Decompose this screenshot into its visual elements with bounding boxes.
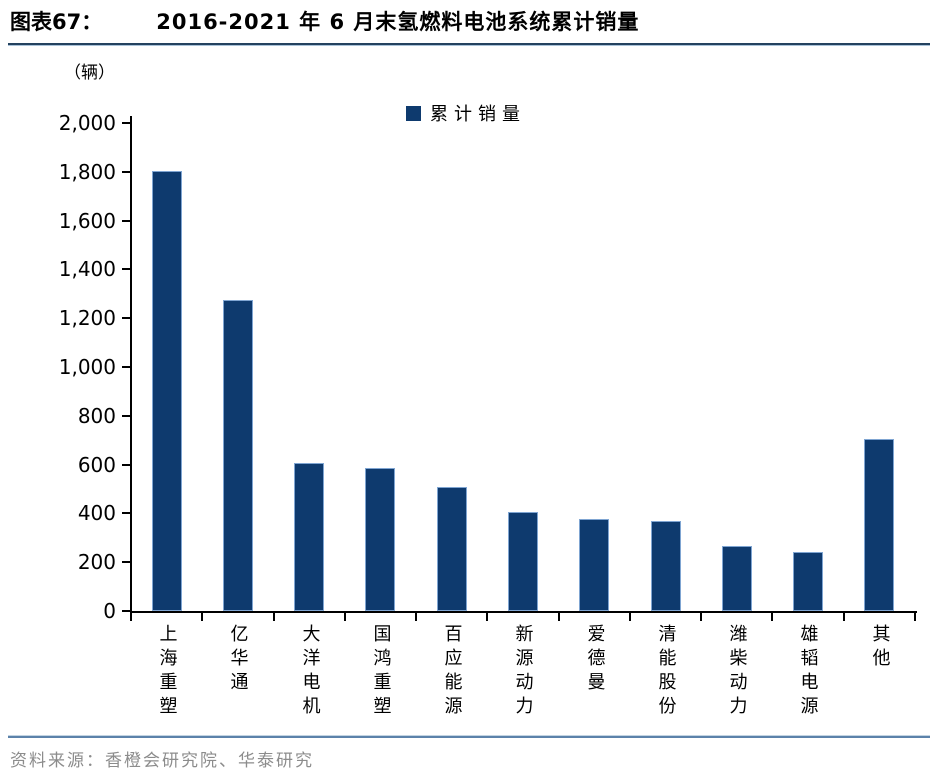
bar-其他 <box>864 439 894 611</box>
y-axis-tick <box>122 512 131 515</box>
x-axis-tick <box>557 613 560 621</box>
bar-新源动力 <box>508 512 538 611</box>
figure-title: 2016-2021 年 6 月末氢燃料电池系统累计销量 <box>156 10 640 34</box>
category-label-text: 潍柴动力 <box>726 624 748 720</box>
legend-swatch-icon <box>406 105 421 121</box>
x-axis-line <box>130 611 917 613</box>
x-axis-tick <box>201 613 204 621</box>
y-axis-tick <box>122 414 131 417</box>
category-label: 大洋电机 <box>274 624 345 720</box>
category-label-text: 雄韬电源 <box>797 624 819 720</box>
y-axis-tick <box>122 170 131 173</box>
bar-清能股份 <box>651 521 681 611</box>
y-axis-tick-label: 1,000 <box>58 355 116 379</box>
category-label-text: 百应能源 <box>441 624 463 720</box>
y-axis-tick <box>122 463 131 466</box>
bar-雄韬电源 <box>793 552 823 611</box>
y-axis-tick <box>122 219 131 222</box>
category-label: 潍柴动力 <box>701 624 772 720</box>
x-axis-tick <box>272 613 275 621</box>
source-attribution: 资料来源：香橙会研究院、华泰研究 <box>10 751 314 771</box>
bar-大洋电机 <box>294 463 324 611</box>
x-axis-tick <box>842 613 845 621</box>
y-axis-tick-label: 1,400 <box>58 257 116 282</box>
category-label-text: 爱德曼 <box>584 624 606 696</box>
x-axis-tick <box>415 613 418 621</box>
category-label: 上海重塑 <box>131 624 202 720</box>
category-label-text: 其他 <box>869 624 891 672</box>
x-axis-tick <box>771 613 774 621</box>
y-axis-tick <box>122 610 131 612</box>
category-label-text: 新源动力 <box>512 624 534 720</box>
bar-潍柴动力 <box>722 546 752 611</box>
legend-series-label: 累计销量 <box>430 104 526 125</box>
figure-number-label: 图表67： <box>10 10 103 34</box>
y-axis-tick-label: 1,600 <box>58 208 116 233</box>
category-label: 清能股份 <box>630 624 701 720</box>
x-axis-tick <box>486 613 489 621</box>
y-axis-tick-label: 800 <box>77 403 116 428</box>
category-label: 亿华通 <box>202 624 273 696</box>
category-label: 国鸿重塑 <box>345 624 416 720</box>
category-label: 新源动力 <box>487 624 558 720</box>
footer-divider-rule <box>8 735 930 738</box>
x-axis-tick <box>343 613 346 621</box>
bar-国鸿重塑 <box>365 468 395 611</box>
legend: 累计销量 <box>406 100 526 126</box>
y-axis-tick-label: 1,800 <box>58 159 116 184</box>
x-axis-tick <box>700 613 703 621</box>
category-label: 其他 <box>844 624 915 672</box>
x-axis-tick <box>628 613 631 621</box>
y-axis-tick <box>122 366 131 368</box>
y-axis-unit-label: （辆） <box>64 63 115 83</box>
category-label-text: 国鸿重塑 <box>370 624 392 720</box>
y-axis-tick <box>122 561 131 564</box>
y-axis-tick <box>122 317 131 320</box>
x-axis-tick <box>914 613 916 621</box>
y-axis-tick-label: 400 <box>77 501 116 526</box>
bar-亿华通 <box>223 300 253 611</box>
category-label: 爱德曼 <box>559 624 630 696</box>
y-axis-tick-label: 2,000 <box>58 111 116 135</box>
y-axis-tick-label: 1,200 <box>58 306 116 331</box>
x-axis-tick <box>130 613 132 621</box>
category-label-text: 大洋电机 <box>299 624 321 720</box>
y-axis-tick-label: 200 <box>77 550 116 575</box>
category-label-text: 清能股份 <box>655 624 677 720</box>
category-label-text: 上海重塑 <box>156 624 178 720</box>
category-label: 百应能源 <box>416 624 487 720</box>
category-label: 雄韬电源 <box>772 624 843 720</box>
y-axis-line <box>130 116 132 613</box>
title-divider-rule <box>8 43 930 46</box>
bar-百应能源 <box>437 487 467 611</box>
y-axis-tick <box>122 122 131 124</box>
figure-header: 图表67： 2016-2021 年 6 月末氢燃料电池系统累计销量 <box>10 6 930 36</box>
category-label-text: 亿华通 <box>227 624 249 696</box>
y-axis-tick <box>122 268 131 271</box>
y-axis-tick-label: 600 <box>77 452 116 477</box>
bar-上海重塑 <box>152 171 182 611</box>
bar-爱德曼 <box>579 519 609 611</box>
y-axis-tick-label: 0 <box>103 599 116 623</box>
